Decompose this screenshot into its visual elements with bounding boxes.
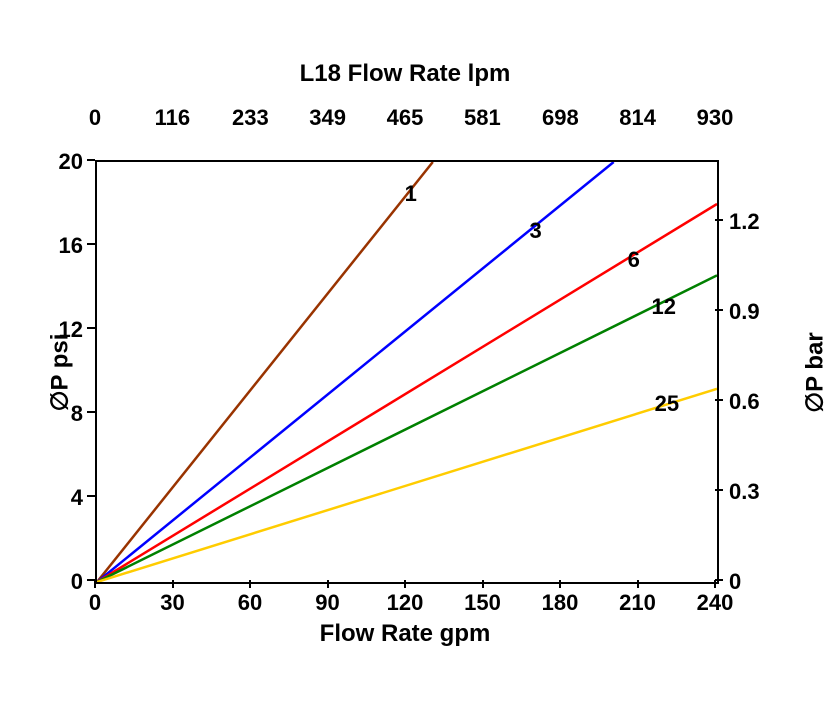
x-bottom-tick-label: 0 (89, 590, 101, 616)
y-right-tick-label: 0 (729, 569, 741, 595)
series-label-25: 25 (655, 391, 679, 417)
tick-mark (559, 580, 561, 588)
plot-area (95, 160, 719, 584)
series-line-25 (97, 389, 717, 582)
tick-mark (87, 243, 95, 245)
chart-page: L18 Flow Rate lpm ∅P psi ∅P bar Flow Rat… (0, 0, 836, 702)
x-top-tick-label: 930 (697, 105, 734, 131)
x-top-tick-label: 698 (542, 105, 579, 131)
y-right-tick-label: 0.6 (729, 389, 760, 415)
series-label-12: 12 (652, 294, 676, 320)
tick-mark (715, 309, 723, 311)
y-left-tick-label: 8 (71, 401, 83, 427)
y-right-axis-label-text: ∅P bar (802, 332, 829, 413)
x-top-tick-label: 0 (89, 105, 101, 131)
tick-mark (482, 580, 484, 588)
x-bottom-tick-label: 60 (238, 590, 262, 616)
tick-mark (87, 579, 95, 581)
tick-mark (637, 580, 639, 588)
x-top-tick-label: 233 (232, 105, 269, 131)
y-left-tick-label: 20 (59, 149, 83, 175)
x-bottom-tick-label: 150 (464, 590, 501, 616)
x-bottom-tick-label: 210 (619, 590, 656, 616)
series-label-3: 3 (530, 218, 542, 244)
tick-mark (404, 580, 406, 588)
tick-mark (87, 327, 95, 329)
y-left-axis-label-text: ∅P psi (47, 334, 74, 412)
tick-mark (87, 411, 95, 413)
tick-mark (87, 495, 95, 497)
tick-mark (714, 580, 716, 588)
x-top-tick-label: 116 (155, 105, 191, 131)
series-line-12 (97, 275, 717, 582)
tick-mark (87, 159, 95, 161)
x-top-tick-label: 814 (619, 105, 656, 131)
tick-mark (327, 580, 329, 588)
series-label-1: 1 (405, 181, 417, 207)
chart-lines-svg (97, 162, 717, 582)
chart-top-title: L18 Flow Rate lpm (95, 60, 715, 88)
series-label-6: 6 (628, 247, 640, 273)
x-bottom-axis-label-text: Flow Rate gpm (320, 620, 491, 647)
x-top-tick-label: 349 (309, 105, 346, 131)
y-left-tick-label: 0 (71, 569, 83, 595)
tick-mark (715, 579, 723, 581)
x-top-tick-label: 465 (387, 105, 424, 131)
y-right-axis-label: ∅P bar (801, 313, 830, 433)
series-line-1 (97, 162, 433, 582)
x-bottom-tick-label: 30 (160, 590, 184, 616)
x-bottom-tick-label: 90 (315, 590, 339, 616)
y-left-tick-label: 4 (71, 485, 83, 511)
tick-mark (172, 580, 174, 588)
y-right-tick-label: 0.9 (729, 299, 760, 325)
y-left-tick-label: 16 (59, 233, 83, 259)
y-right-tick-label: 0.3 (729, 479, 760, 505)
series-line-6 (97, 204, 717, 582)
tick-mark (715, 399, 723, 401)
x-top-tick-label: 581 (464, 105, 501, 131)
x-bottom-tick-label: 240 (697, 590, 734, 616)
x-bottom-tick-label: 180 (542, 590, 579, 616)
x-bottom-tick-label: 120 (387, 590, 424, 616)
tick-mark (249, 580, 251, 588)
y-right-tick-label: 1.2 (729, 209, 760, 235)
tick-mark (94, 580, 96, 588)
tick-mark (715, 219, 723, 221)
x-bottom-axis-label: Flow Rate gpm (95, 620, 715, 648)
y-left-tick-label: 12 (59, 317, 83, 343)
tick-mark (715, 489, 723, 491)
